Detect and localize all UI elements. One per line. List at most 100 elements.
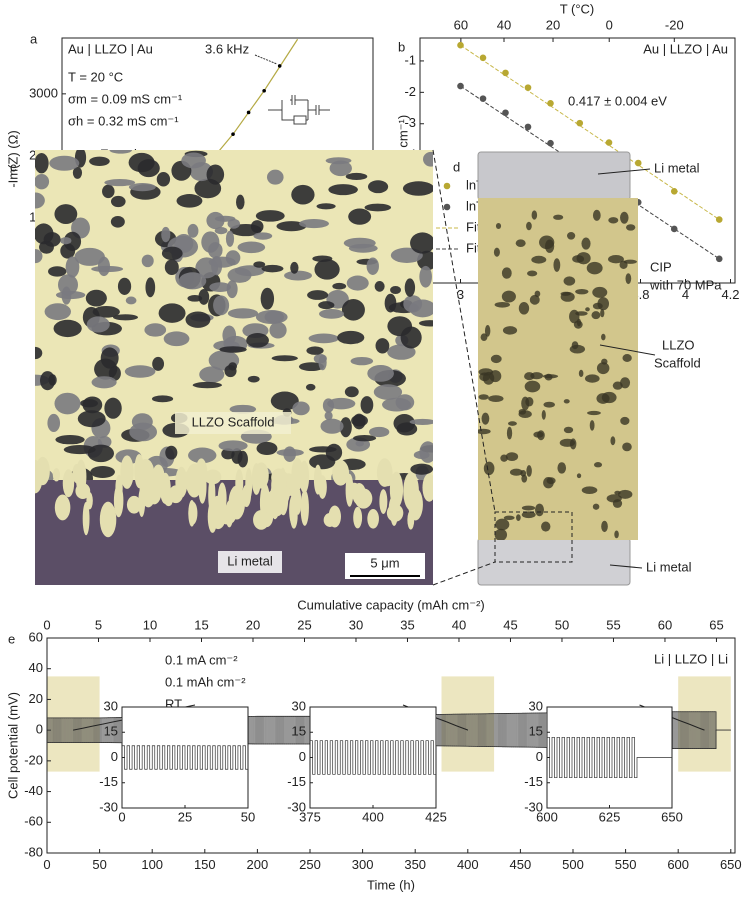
pore bbox=[360, 396, 374, 414]
y-tick-label: -1 bbox=[404, 52, 416, 67]
pore bbox=[224, 364, 237, 378]
scaffold-grain bbox=[86, 492, 93, 510]
x-tick-label: 400 bbox=[362, 809, 384, 824]
scaffold-render bbox=[478, 198, 638, 540]
label: 5 μm bbox=[370, 555, 399, 570]
pore bbox=[410, 463, 433, 475]
label: σh = 0.32 mS cm⁻¹ bbox=[68, 113, 179, 128]
pore bbox=[516, 514, 521, 522]
data-point bbox=[634, 159, 642, 167]
y-tick-label: -30 bbox=[524, 799, 543, 814]
pore bbox=[161, 226, 171, 243]
pore bbox=[246, 333, 269, 348]
pore bbox=[484, 324, 491, 337]
pore bbox=[319, 309, 345, 319]
pore bbox=[587, 410, 601, 416]
scaffold bbox=[478, 198, 638, 540]
top-tick-label: 10 bbox=[143, 617, 157, 632]
pore bbox=[505, 452, 519, 462]
x-tick-label: 50 bbox=[241, 809, 255, 824]
pore bbox=[592, 503, 600, 510]
pore bbox=[164, 259, 179, 276]
pore bbox=[109, 150, 132, 154]
pore bbox=[63, 445, 96, 455]
pore bbox=[214, 227, 228, 235]
pore bbox=[85, 289, 107, 307]
x-tick-label: 250 bbox=[299, 857, 321, 872]
pore bbox=[390, 285, 402, 295]
pore bbox=[419, 441, 433, 463]
pore bbox=[531, 255, 547, 264]
pore bbox=[518, 302, 530, 315]
data-point bbox=[547, 100, 554, 107]
pore bbox=[501, 290, 516, 303]
pore bbox=[352, 413, 366, 430]
pore bbox=[192, 381, 222, 389]
scaffold-grain bbox=[99, 501, 117, 538]
pore bbox=[49, 155, 80, 171]
pore bbox=[366, 257, 379, 275]
pore bbox=[396, 422, 418, 436]
top-tick-label: 30 bbox=[349, 617, 363, 632]
panel-label: b bbox=[398, 39, 405, 54]
x-axis-title: Time (h) bbox=[367, 877, 415, 892]
panel-label: c bbox=[10, 159, 17, 174]
pore bbox=[72, 166, 83, 179]
pore bbox=[188, 447, 217, 464]
pore bbox=[567, 231, 576, 240]
pore bbox=[509, 468, 523, 476]
scaffold-grain bbox=[164, 493, 174, 507]
pore bbox=[110, 195, 126, 208]
pore bbox=[74, 247, 105, 266]
label: 0.1 mAh cm⁻² bbox=[165, 674, 246, 689]
pore bbox=[403, 295, 423, 313]
scaffold-grain bbox=[115, 474, 123, 500]
pore bbox=[515, 239, 526, 248]
scalebar-bg bbox=[345, 553, 425, 579]
x-tick-label: 650 bbox=[661, 809, 683, 824]
x-tick-label: 625 bbox=[599, 809, 621, 824]
y-tick-label: 30 bbox=[292, 698, 306, 713]
pore bbox=[563, 276, 576, 286]
pore bbox=[625, 273, 632, 285]
pore bbox=[525, 397, 534, 407]
pore bbox=[332, 282, 347, 290]
pore bbox=[35, 192, 45, 209]
pore bbox=[539, 235, 555, 250]
pore bbox=[48, 266, 67, 277]
pore bbox=[620, 416, 630, 425]
pore bbox=[90, 466, 115, 478]
data-point bbox=[715, 216, 723, 223]
pore bbox=[227, 308, 259, 319]
top-tick-label: 0 bbox=[606, 17, 613, 32]
pore bbox=[225, 250, 241, 266]
scaffold-grain bbox=[376, 458, 393, 487]
pore bbox=[560, 291, 575, 302]
pore bbox=[344, 386, 359, 398]
pore bbox=[596, 362, 610, 375]
pore bbox=[352, 434, 377, 442]
pore bbox=[364, 203, 392, 212]
pore bbox=[214, 215, 236, 222]
pore bbox=[292, 401, 310, 416]
pore bbox=[312, 255, 333, 262]
pore bbox=[578, 369, 584, 377]
scaffold-grain bbox=[422, 473, 433, 502]
scaffold-grain bbox=[271, 474, 281, 497]
pore bbox=[506, 426, 513, 440]
pore bbox=[237, 241, 266, 254]
inset-trace bbox=[310, 740, 436, 775]
x-tick-label: 4.2 bbox=[721, 287, 739, 302]
x-tick-label: 4 bbox=[682, 287, 689, 302]
pore bbox=[373, 384, 403, 400]
top-tick-label: 35 bbox=[400, 617, 414, 632]
x-tick-label: 400 bbox=[457, 857, 479, 872]
scaffold-grain bbox=[54, 494, 71, 521]
pore bbox=[227, 267, 252, 283]
scaffold-grain bbox=[75, 459, 87, 494]
data-point bbox=[457, 82, 464, 90]
pore bbox=[256, 441, 278, 456]
pore bbox=[236, 194, 245, 210]
sem-image bbox=[35, 150, 433, 585]
y-tick-label: 15 bbox=[292, 724, 306, 739]
